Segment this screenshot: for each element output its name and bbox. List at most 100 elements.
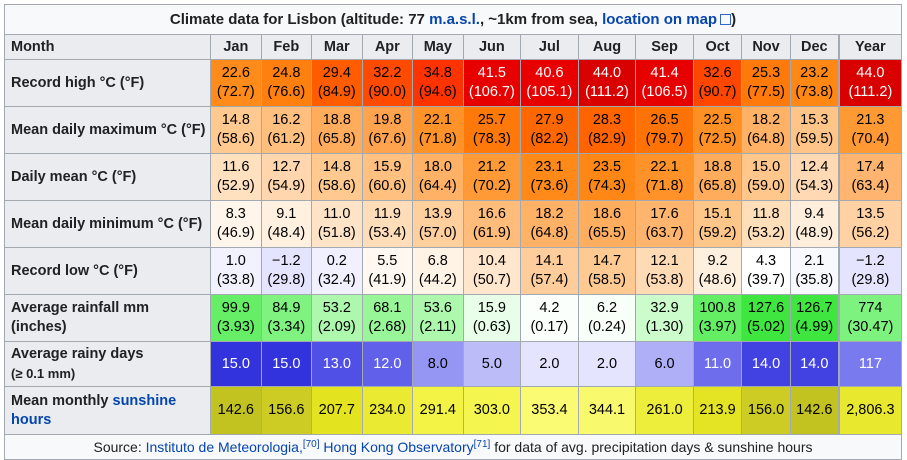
cell-value: 142.6 [796, 402, 833, 418]
row-rainy-days: Average rainy days (≥ 0.1 mm) 15.0 15.0 13.0… [3, 341, 902, 387]
header-row: Month Jan Feb Mar Apr May Jun Jul Aug Sep Oct Nov De… [3, 34, 902, 60]
cell-value: 32.2 [373, 65, 402, 81]
cell-daily-mean-oct: 18.8 (65.8) [692, 153, 743, 201]
sunshine-hours-link[interactable]: sunshine hours [11, 393, 176, 428]
cell-daily-mean-aug: 23.5 (74.3) [577, 153, 637, 201]
cell-value: −1.2 [856, 253, 885, 269]
row-record-high: Record high °C (°F) 22.6 (72.7) 24.8 (76.6) 2… [3, 59, 902, 107]
cell-value-secondary: (48.4) [267, 225, 306, 241]
cell-daily-mean-jul: 23.1 (73.6) [520, 153, 579, 201]
cell-record-high-aug: 44.0 (111.2) [577, 59, 637, 107]
cell-value-secondary: (71.8) [645, 178, 684, 194]
cell-mean-max-oct: 22.5 (72.5) [692, 106, 743, 154]
masl-link[interactable]: m.a.s.l. [429, 11, 480, 28]
cell-record-high-nov: 25.3 (77.5) [741, 59, 791, 107]
cell-value: 29.4 [322, 65, 351, 81]
cell-sunshine-mar: 207.7 [311, 386, 363, 435]
cell-record-low-sep: 12.1 (53.8) [635, 247, 694, 295]
cell-value-secondary: (106.5) [641, 84, 688, 100]
cell-value: 1.0 [225, 253, 246, 269]
location-map-link[interactable]: location on map [602, 11, 718, 28]
cell-value: 15.3 [800, 112, 829, 128]
cell-value: 32.6 [703, 65, 732, 81]
cell-rainy-days-sep: 6.0 [635, 341, 694, 387]
cell-value: 14.0 [751, 355, 781, 372]
cell-mean-min-jun: 16.6 (61.9) [462, 200, 522, 248]
row-label-mean-max: Mean daily maximum °C (°F) [3, 106, 212, 154]
row-label-daily-mean: Daily mean °C (°F) [3, 153, 212, 201]
cell-sunshine-aug: 344.1 [577, 386, 637, 435]
cell-record-high-feb: 24.8 (76.6) [260, 59, 313, 107]
header-dec: Dec [789, 34, 840, 60]
hours-link-text[interactable]: hours [11, 411, 52, 428]
row-rainfall: Average rainfall mm (inches) 99.9 (3.93) 84… [3, 294, 902, 342]
cell-record-low-apr: 5.5 (41.9) [361, 247, 414, 295]
cell-value-secondary: (29.8) [851, 272, 890, 288]
cell-value-secondary: (46.9) [216, 225, 255, 241]
row-label-text: Record high °C (°F) [11, 74, 145, 91]
cell-value: 13.0 [322, 355, 351, 372]
cell-record-low-jun: 10.4 (50.7) [462, 247, 522, 295]
cell-value: 22.1 [650, 159, 679, 175]
row-label-prefix: Mean monthly [11, 392, 113, 409]
header-may: May [412, 34, 464, 60]
cell-value: 6.2 [596, 300, 618, 316]
cell-value-secondary: (51.8) [317, 225, 356, 241]
cell-value: 126.7 [796, 300, 833, 316]
row-label-record-high: Record high °C (°F) [3, 59, 212, 107]
cell-value: 15.0 [272, 355, 301, 372]
table-footer-source: Source: Instituto de Meteorologia,[70] H… [4, 435, 902, 460]
table-body: Record high °C (°F) 22.6 (72.7) 24.8 (76.6) 2… [3, 59, 902, 435]
cell-value-secondary: (3.97) [698, 319, 737, 335]
cell-record-low-oct: 9.2 (48.6) [692, 247, 743, 295]
cell-daily-mean-dec: 12.4 (54.3) [789, 153, 840, 201]
cell-value: 14.0 [800, 355, 829, 372]
cell-value: 23.1 [535, 159, 564, 175]
cell-rainfall-mar: 53.2 (2.09) [311, 294, 363, 342]
cell-value-secondary: (57.0) [418, 225, 457, 241]
cell-mean-max-aug: 28.3 (82.9) [577, 106, 637, 154]
row-label-text: Mean daily maximum °C (°F) [11, 121, 206, 138]
reference-70-link[interactable]: [70] [302, 439, 320, 450]
cell-value: 8.3 [225, 206, 246, 222]
cell-rainfall-feb: 84.9 (3.34) [260, 294, 313, 342]
cell-mean-min-jul: 18.2 (64.8) [520, 200, 579, 248]
cell-sunshine-dec: 142.6 [789, 386, 840, 435]
cell-value-secondary: (64.8) [747, 131, 785, 147]
cell-value-secondary: (70.2) [472, 178, 511, 194]
source-hko-link[interactable]: Hong Kong Observatory [323, 439, 474, 455]
cell-mean-min-jan: 8.3 (46.9) [210, 200, 262, 248]
cell-value-secondary: (64.8) [530, 225, 569, 241]
cell-value: 44.0 [592, 65, 622, 81]
header-year: Year [837, 34, 902, 60]
cell-rainfall-sep: 32.9 (1.30) [635, 294, 694, 342]
sunshine-link-text[interactable]: sunshine [112, 392, 177, 409]
cell-value-secondary: (76.6) [267, 84, 306, 100]
cell-value: 22.1 [423, 112, 452, 128]
cell-value: 100.8 [699, 300, 736, 316]
cell-value: 9.2 [707, 253, 728, 269]
cell-record-high-jul: 40.6 (105.1) [520, 59, 579, 107]
cell-value-secondary: (48.9) [795, 225, 834, 241]
cell-value: 53.2 [322, 300, 351, 316]
cell-value-secondary: (71.8) [418, 131, 457, 147]
reference-71-link[interactable]: [71] [473, 439, 491, 450]
cell-value: 14.1 [535, 253, 564, 269]
header-mar: Mar [311, 34, 363, 60]
cell-mean-min-year: 13.5 (56.2) [837, 200, 902, 248]
climate-table: Month Jan Feb Mar Apr May Jun Jul Aug Sep Oct Nov De… [3, 34, 902, 435]
source-instituto-link[interactable]: Instituto de Meteorologia, [145, 439, 303, 455]
cell-mean-min-oct: 15.1 (59.2) [692, 200, 743, 248]
cell-value-secondary: (70.4) [851, 131, 890, 147]
cell-rainfall-dec: 126.7 (4.99) [789, 294, 840, 342]
cell-record-low-jan: 1.0 (33.8) [210, 247, 262, 295]
cell-rainy-days-jun: 5.0 [462, 341, 522, 387]
cell-value-secondary: (59.2) [698, 225, 737, 241]
row-label-rainfall: Average rainfall mm (inches) [3, 294, 212, 342]
cell-mean-min-may: 13.9 (57.0) [412, 200, 464, 248]
cell-value: 774 [858, 300, 883, 316]
cell-value: 291.4 [419, 402, 456, 418]
cell-value-secondary: (3.34) [267, 319, 306, 335]
cell-value: 2,806.3 [846, 402, 895, 418]
cell-value: 21.2 [477, 159, 506, 175]
